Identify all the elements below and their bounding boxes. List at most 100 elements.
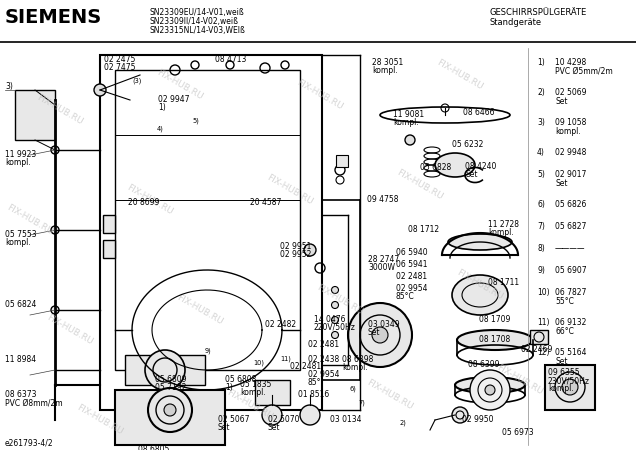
Text: 05 6809: 05 6809 [155,375,186,384]
Text: 20 4587: 20 4587 [250,198,281,207]
Text: 09 4758: 09 4758 [367,195,399,204]
Text: 05 6973: 05 6973 [502,428,534,437]
Text: SN23309II/14-V02,weiß: SN23309II/14-V02,weiß [150,17,239,26]
Text: FIX-HUB.RU: FIX-HUB.RU [315,283,364,317]
Bar [530,330,548,344]
Ellipse shape [435,153,475,177]
Text: FIX-HUB.RU: FIX-HUB.RU [436,58,485,92]
Text: FIX-HUB.RU: FIX-HUB.RU [45,313,95,347]
Text: 28 2747: 28 2747 [368,255,399,264]
Text: FIX-HUB.RU: FIX-HUB.RU [396,168,445,202]
Text: 7): 7) [537,222,545,231]
Text: 7): 7) [358,400,365,406]
Text: 08 4240: 08 4240 [465,162,496,171]
Text: 02 9948: 02 9948 [555,148,586,157]
Text: 220V/50Hz: 220V/50Hz [314,323,356,332]
Text: 02 9951: 02 9951 [280,242,312,251]
Circle shape [331,332,338,338]
Text: SIEMENS: SIEMENS [5,8,102,27]
Text: kompl.: kompl. [548,384,574,393]
Ellipse shape [452,275,508,315]
Text: 4): 4) [157,125,164,131]
Text: FIX-HUB.RU: FIX-HUB.RU [225,388,275,422]
Circle shape [485,385,495,395]
Text: 09 1058: 09 1058 [555,118,586,127]
Text: SN23315NL/14-V03,WEIß: SN23315NL/14-V03,WEIß [150,26,246,35]
Text: 02 9947: 02 9947 [158,95,190,104]
Text: 08 4713: 08 4713 [215,55,246,64]
Text: 05 6232: 05 6232 [452,140,483,149]
Text: 6): 6) [350,385,357,392]
Text: 08 6373: 08 6373 [5,390,36,399]
Text: 02 9954: 02 9954 [396,284,427,293]
Text: FIX-HUB.RU: FIX-HUB.RU [295,78,345,112]
Bar [255,380,290,405]
Text: kompl.: kompl. [5,158,31,167]
Circle shape [51,306,59,314]
Text: 3000W: 3000W [368,263,395,272]
Text: 08 6805: 08 6805 [138,445,169,450]
Text: 1): 1) [158,103,166,112]
Ellipse shape [455,377,525,393]
Text: 08 1712: 08 1712 [408,225,439,234]
Text: 02 9950: 02 9950 [462,415,494,424]
Text: ————: ———— [555,244,586,253]
Text: 02 2469: 02 2469 [521,345,553,354]
Circle shape [470,370,510,410]
Text: 11): 11) [537,318,550,327]
Text: 02 2481: 02 2481 [396,272,427,281]
Text: 85°: 85° [308,378,322,387]
Ellipse shape [448,234,512,250]
Text: 85°C: 85°C [396,292,415,301]
Circle shape [562,379,578,395]
Circle shape [331,302,338,309]
Circle shape [300,405,320,425]
Text: 01 8516: 01 8516 [298,390,329,399]
Text: 02 2481: 02 2481 [290,362,321,371]
Text: 06 5941: 06 5941 [396,260,427,269]
Circle shape [262,405,282,425]
Text: Set: Set [465,170,478,179]
Circle shape [372,327,388,343]
Text: kompl.: kompl. [342,363,368,372]
Circle shape [51,146,59,154]
Text: kompl.: kompl. [555,127,581,136]
Text: 28 3051: 28 3051 [372,58,403,67]
Text: FIX-HUB.RU: FIX-HUB.RU [36,93,85,127]
Text: kompl.: kompl. [372,66,398,75]
Text: 12): 12) [537,348,550,357]
Text: 05 6824: 05 6824 [5,300,36,309]
Circle shape [148,388,192,432]
Text: 03 0349: 03 0349 [368,320,399,329]
Text: 11 2728: 11 2728 [488,220,519,229]
Text: kompl.: kompl. [488,228,514,237]
Text: Set: Set [555,179,567,188]
Text: 11 8984: 11 8984 [5,355,36,364]
Text: 03 0134: 03 0134 [330,415,361,424]
Bar [545,365,595,410]
Circle shape [94,84,106,96]
Text: 66°C: 66°C [555,327,574,336]
Text: 05 6828: 05 6828 [420,163,452,172]
Text: 1): 1) [537,58,545,67]
Text: 10): 10) [537,288,550,297]
Text: FIX-HUB.RU: FIX-HUB.RU [455,268,504,302]
Bar [100,55,322,410]
Circle shape [452,407,468,423]
Text: 06 7827: 06 7827 [555,288,586,297]
Text: Set: Set [218,423,230,432]
Text: 08 6399: 08 6399 [468,360,499,369]
Text: 08 1709: 08 1709 [479,315,510,324]
Text: 09 6355: 09 6355 [548,368,579,377]
Text: 1): 1) [225,383,233,392]
Text: 05 7192: 05 7192 [155,383,186,392]
Text: 230V/50Hz: 230V/50Hz [548,376,590,385]
Text: FIX-HUB.RU: FIX-HUB.RU [155,68,205,102]
Bar [125,355,205,385]
Circle shape [304,244,316,256]
Text: 08 6398: 08 6398 [342,355,373,364]
Text: Set: Set [268,423,280,432]
Bar [336,155,348,167]
Text: 08 6466: 08 6466 [463,108,495,117]
Text: 06 5940: 06 5940 [396,248,427,257]
